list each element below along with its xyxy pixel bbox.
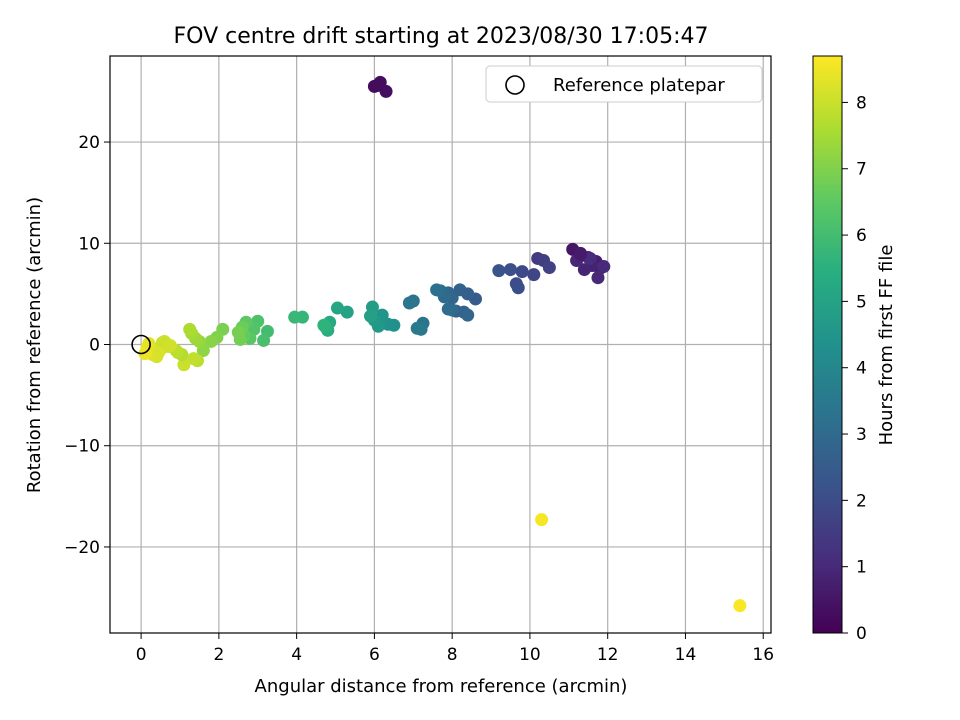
scatter-point	[183, 322, 197, 336]
x-tick-label: 8	[447, 645, 458, 665]
colorbar-tick-label: 4	[856, 359, 867, 379]
legend-marker-icon	[505, 75, 525, 95]
scatter-point	[542, 261, 556, 275]
scatter-point	[591, 271, 605, 285]
y-axis-label: Rotation from reference (arcmin)	[24, 197, 45, 493]
colorbar-tick-label: 2	[856, 491, 867, 511]
scatter-point	[515, 265, 529, 279]
x-tick-label: 12	[597, 645, 619, 665]
x-tick-label: 10	[519, 645, 541, 665]
scatter-point	[453, 283, 467, 297]
y-tick-label: 0	[89, 336, 100, 356]
x-tick-label: 0	[136, 645, 147, 665]
colorbar-ticks: 0 1 2 3 4 5 6 7 8	[842, 93, 867, 644]
scatter-point	[288, 310, 302, 324]
reference-point	[131, 334, 151, 355]
y-tick-label: 10	[78, 234, 100, 254]
legend-label: Reference platepar	[553, 75, 725, 96]
scatter-point	[597, 260, 611, 274]
scatter-point	[152, 346, 166, 360]
scatter-point	[330, 301, 344, 315]
y-axis-ticks: −20 −10 0 10 20	[64, 133, 110, 558]
scatter-point	[511, 281, 525, 295]
scatter-point	[402, 296, 416, 310]
scatter-point	[231, 325, 245, 339]
scatter-point	[187, 352, 201, 366]
colorbar-tick-label: 8	[856, 93, 867, 113]
reference-marker	[131, 334, 151, 355]
scatter-point	[573, 247, 587, 261]
scatter-point	[430, 283, 444, 297]
scatter-point	[317, 318, 331, 332]
scatter-point	[535, 513, 549, 527]
scatter-point	[492, 264, 506, 278]
colorbar-gradient	[812, 55, 843, 634]
scatter-point	[577, 263, 591, 277]
colorbar-tick-label: 1	[856, 558, 867, 578]
x-axis-label: Angular distance from reference (arcmin)	[255, 676, 628, 697]
scatter-point	[364, 309, 378, 323]
scatter-point	[371, 78, 385, 92]
y-tick-label: −20	[64, 538, 100, 558]
scatter-point	[733, 599, 747, 613]
scatter-point	[257, 333, 271, 347]
scatter-points	[138, 75, 747, 613]
scatter-point	[177, 358, 191, 372]
scatter-point	[340, 305, 354, 319]
colorbar-tick-label: 0	[856, 624, 867, 644]
x-tick-label: 4	[291, 645, 302, 665]
legend-box	[485, 65, 763, 103]
scatter-point	[163, 339, 177, 353]
x-tick-label: 2	[213, 645, 224, 665]
colorbar: 0 1 2 3 4 5 6 7 8 Hours from first FF file	[812, 55, 897, 644]
scatter-point	[527, 268, 541, 282]
scatter-point	[461, 308, 475, 322]
y-tick-label: 20	[78, 133, 100, 153]
x-tick-label: 6	[369, 645, 380, 665]
scatter-point	[410, 321, 424, 335]
x-axis-ticks: 0 2 4 6 8 10 12 14 16	[136, 633, 774, 665]
chart-title: FOV centre drift starting at 2023/08/30 …	[174, 24, 709, 49]
y-tick-label: −10	[64, 437, 100, 457]
colorbar-label: Hours from first FF file	[876, 245, 897, 446]
colorbar-tick-label: 3	[856, 425, 867, 445]
grid-lines	[110, 56, 771, 633]
colorbar-tick-label: 7	[856, 160, 867, 180]
colorbar-tick-label: 6	[856, 226, 867, 246]
scatter-point	[204, 334, 218, 348]
x-tick-label: 16	[752, 645, 774, 665]
colorbar-tick-label: 5	[856, 292, 867, 312]
scatter-point	[583, 251, 597, 265]
scatter-point	[503, 263, 517, 277]
legend: Reference platepar	[485, 65, 763, 103]
scatter-point	[441, 302, 455, 316]
x-tick-label: 14	[675, 645, 697, 665]
